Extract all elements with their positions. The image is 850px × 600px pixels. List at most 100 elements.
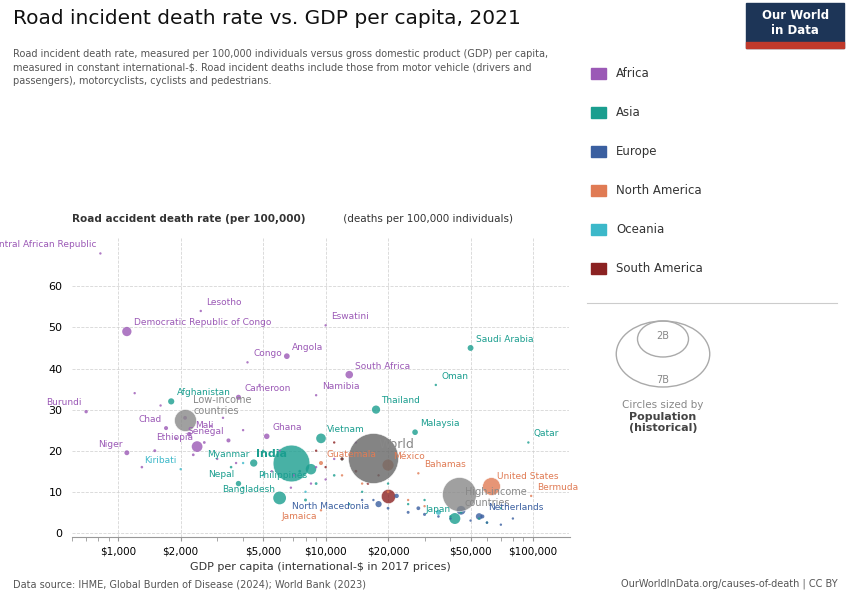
- Point: [309, 479, 323, 488]
- Text: Saudi Arabia: Saudi Arabia: [476, 335, 534, 344]
- Point: [335, 454, 348, 464]
- Point: [448, 514, 462, 523]
- Point: [314, 458, 328, 468]
- Point: [314, 434, 328, 443]
- Text: Central African Republic: Central African Republic: [0, 240, 96, 249]
- Point: [232, 479, 246, 488]
- Point: [265, 466, 279, 476]
- Point: [335, 470, 348, 480]
- Text: Data source: IHME, Global Burden of Disease (2024); World Bank (2023): Data source: IHME, Global Burden of Dise…: [13, 579, 366, 589]
- Point: [94, 248, 107, 258]
- Text: Philippines: Philippines: [258, 472, 307, 481]
- Text: 7B: 7B: [656, 375, 670, 385]
- Point: [236, 458, 250, 468]
- Text: North America: North America: [616, 184, 702, 197]
- Text: Bangladesh: Bangladesh: [223, 485, 275, 494]
- Point: [246, 458, 260, 468]
- Point: [304, 464, 318, 474]
- Text: Nepal: Nepal: [208, 470, 235, 479]
- Point: [473, 512, 486, 521]
- Text: Jamaica: Jamaica: [281, 512, 317, 521]
- Point: [454, 505, 468, 515]
- X-axis label: GDP per capita (international-$ in 2017 prices): GDP per capita (international-$ in 2017 …: [190, 562, 451, 572]
- Point: [284, 483, 298, 493]
- Point: [366, 453, 380, 463]
- Text: Bermuda: Bermuda: [536, 483, 578, 492]
- Point: [452, 489, 466, 499]
- Point: [382, 479, 395, 488]
- Point: [273, 493, 286, 503]
- Text: Myanmar: Myanmar: [207, 450, 250, 459]
- Text: Ghana: Ghana: [272, 423, 302, 432]
- Text: (historical): (historical): [629, 423, 697, 433]
- Point: [371, 470, 385, 480]
- Point: [417, 502, 431, 511]
- Point: [454, 508, 468, 517]
- Point: [309, 446, 323, 455]
- Point: [293, 466, 307, 476]
- Point: [284, 458, 298, 468]
- Point: [401, 499, 415, 509]
- Point: [382, 491, 395, 501]
- Point: [236, 425, 250, 435]
- Point: [349, 437, 363, 447]
- Text: Cameroon: Cameroon: [244, 384, 291, 393]
- Text: Road accident death rate (per 100,000): Road accident death rate (per 100,000): [72, 214, 306, 224]
- Text: México: México: [394, 452, 425, 461]
- Point: [232, 392, 246, 402]
- Text: Oceania: Oceania: [616, 223, 665, 236]
- Point: [260, 431, 274, 441]
- Point: [197, 437, 211, 447]
- Point: [464, 343, 478, 353]
- Point: [319, 463, 332, 472]
- Point: [252, 380, 266, 390]
- Point: [327, 437, 341, 447]
- Point: [432, 512, 445, 521]
- Point: [522, 437, 536, 447]
- Text: Afghanistan: Afghanistan: [177, 388, 230, 397]
- Text: Chad: Chad: [139, 415, 162, 424]
- Text: 2B: 2B: [656, 331, 670, 341]
- Point: [366, 495, 380, 505]
- Point: [159, 423, 173, 433]
- Point: [480, 518, 494, 527]
- Point: [355, 487, 369, 497]
- Point: [382, 503, 395, 513]
- Point: [411, 469, 425, 478]
- Text: Burundi: Burundi: [47, 398, 82, 407]
- Point: [371, 499, 385, 509]
- Text: Malaysia: Malaysia: [421, 419, 460, 428]
- Point: [417, 495, 431, 505]
- Point: [304, 479, 318, 488]
- Point: [309, 391, 323, 400]
- Point: [120, 448, 133, 458]
- Text: Congo: Congo: [253, 349, 282, 358]
- Point: [355, 495, 369, 505]
- Point: [298, 487, 312, 497]
- Text: Mali: Mali: [195, 421, 213, 430]
- Point: [361, 479, 375, 488]
- Point: [241, 358, 254, 367]
- Point: [257, 446, 270, 455]
- Point: [257, 470, 270, 480]
- Point: [174, 464, 188, 474]
- Point: [148, 446, 162, 455]
- Point: [178, 415, 192, 425]
- Text: Asia: Asia: [616, 106, 641, 119]
- Text: Japan: Japan: [426, 505, 451, 514]
- Point: [343, 499, 356, 509]
- Point: [480, 518, 494, 527]
- Point: [390, 491, 404, 501]
- Point: [335, 454, 348, 464]
- Text: Democratic Republic of Congo: Democratic Republic of Congo: [133, 319, 271, 328]
- Point: [186, 450, 200, 460]
- Point: [273, 446, 286, 455]
- Point: [120, 327, 133, 337]
- Text: Namibia: Namibia: [321, 382, 360, 391]
- Text: OurWorldInData.org/causes-of-death | CC BY: OurWorldInData.org/causes-of-death | CC …: [620, 578, 837, 589]
- Point: [224, 463, 238, 472]
- Text: South Africa: South Africa: [354, 362, 410, 371]
- Text: India: India: [256, 449, 286, 459]
- Point: [286, 470, 300, 480]
- Point: [494, 520, 507, 529]
